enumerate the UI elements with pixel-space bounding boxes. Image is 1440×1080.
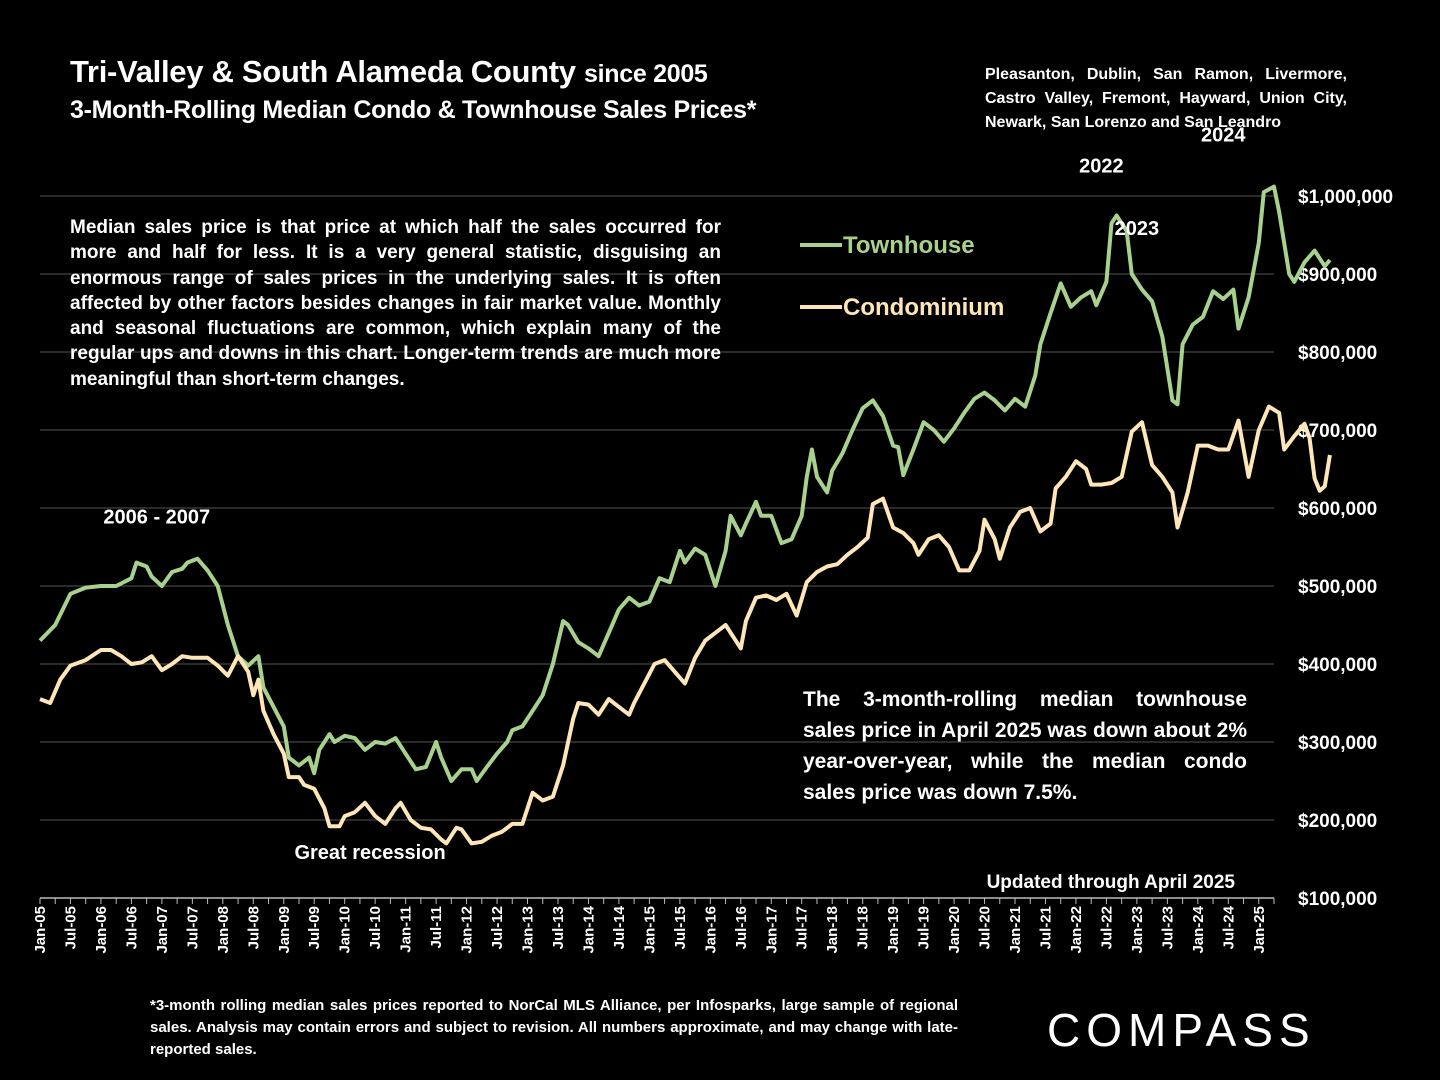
x-axis: Jan-05 Jul-05 Jan-06 Jul-06 Jan-07 Jul-07 Jan-… (32, 897, 1275, 954)
annotation-label: 2022 (1079, 156, 1124, 178)
x-tick-label: Jul-16 (733, 906, 750, 949)
x-tick-label: Jan-23 (1129, 906, 1146, 954)
x-tick-label: Jul-20 (977, 906, 994, 949)
y-axis-labels: $100,000 $200,000 $300,000 $400,000 $500,000… (1298, 187, 1393, 910)
y-tick-label: $700,000 (1298, 421, 1377, 442)
x-tick-label: Jul-10 (367, 906, 384, 949)
y-tick-label: $200,000 (1298, 811, 1377, 832)
annotations: 2006 - 2007 Great recession 2022 2023 2024 Up… (103, 124, 1246, 893)
x-tick-label: Jul-24 (1220, 905, 1237, 949)
x-tick-label: Jul-23 (1159, 906, 1176, 949)
x-tick-label: Jul-13 (550, 906, 567, 949)
x-tick-label: Jan-08 (215, 906, 232, 954)
x-tick-label: Jan-18 (824, 906, 841, 954)
y-tick-label: $800,000 (1298, 343, 1377, 364)
annotation-label: 2024 (1201, 124, 1246, 146)
x-tick-label: Jul-08 (245, 906, 262, 949)
cities-list: Pleasanton, Dublin, San Ramon, Livermore… (985, 66, 1347, 131)
x-tick-label: Jan-13 (520, 906, 537, 954)
x-tick-label: Jul-22 (1098, 906, 1115, 949)
x-tick-label: Jul-19 (916, 906, 933, 949)
x-tick-label: Jul-21 (1037, 906, 1054, 949)
x-tick-label: Jul-06 (123, 906, 140, 949)
annotation-label: Great recession (294, 842, 445, 864)
x-tick-label: Jan-07 (154, 906, 171, 954)
x-tick-label: Jul-15 (672, 906, 689, 949)
x-tick-label: Jan-17 (763, 906, 780, 954)
x-tick-label: Jan-11 (398, 906, 415, 953)
x-tick-label: Jan-25 (1251, 906, 1268, 954)
x-tick-label: Jan-09 (276, 906, 293, 954)
updated-label: Updated through April 2025 (987, 872, 1236, 893)
legend-label-condominium: Condominium (843, 294, 1004, 321)
chart-subtitle: 3-Month-Rolling Median Condo & Townhouse… (70, 96, 757, 124)
x-tick-label: Jul-17 (794, 906, 811, 949)
x-tick-label: Jan-20 (946, 906, 963, 954)
x-tick-label: Jul-14 (611, 905, 628, 949)
x-tick-label: Jul-09 (306, 906, 323, 949)
title-since: since 2005 (584, 60, 708, 88)
series-line-townhouse (38, 184, 1332, 783)
x-tick-label: Jan-14 (580, 905, 597, 953)
x-tick-label: Jan-06 (93, 906, 110, 954)
x-tick-label: Jan-24 (1190, 905, 1207, 953)
annotation-label: 2023 (1115, 218, 1160, 240)
x-tick-label: Jan-05 (32, 906, 49, 954)
legend: Townhouse Condominium (800, 232, 1004, 321)
y-tick-label: $900,000 (1298, 265, 1377, 286)
y-tick-label: $100,000 (1298, 889, 1377, 910)
x-tick-label: Jan-15 (641, 906, 658, 954)
explanation-text: Median sales price is that price at whic… (70, 217, 721, 390)
series-lines (38, 184, 1332, 846)
y-tick-label: $300,000 (1298, 733, 1377, 754)
x-tick-label: Jan-16 (702, 906, 719, 954)
callout-text: The 3-month-rolling median townhouse sal… (803, 688, 1247, 804)
x-tick-label: Jan-10 (337, 906, 354, 954)
chart-title: Tri-Valley & South Alameda County since … (70, 54, 708, 90)
x-tick-label: Jul-07 (184, 906, 201, 949)
x-tick-label: Jan-21 (1007, 906, 1024, 954)
annotation-label: 2006 - 2007 (103, 507, 210, 529)
title-main: Tri-Valley & South Alameda County (70, 54, 576, 89)
legend-label-townhouse: Townhouse (843, 232, 975, 259)
x-tick-label: Jul-18 (855, 906, 872, 949)
x-tick-label: Jan-19 (885, 906, 902, 954)
y-tick-label: $600,000 (1298, 499, 1377, 520)
compass-logo: COMPASS (1047, 1004, 1316, 1056)
x-tick-label: Jan-12 (459, 906, 476, 954)
series-line-condominium (39, 404, 1332, 846)
y-tick-label: $400,000 (1298, 655, 1377, 676)
footnote-text: *3-month rolling median sales prices rep… (150, 997, 958, 1058)
x-tick-label: Jul-11 (428, 906, 445, 949)
x-tick-label: Jul-05 (62, 906, 79, 949)
x-tick-label: Jul-12 (489, 906, 506, 949)
y-tick-label: $500,000 (1298, 577, 1377, 598)
x-tick-label: Jan-22 (1068, 906, 1085, 954)
y-tick-label: $1,000,000 (1298, 187, 1393, 208)
